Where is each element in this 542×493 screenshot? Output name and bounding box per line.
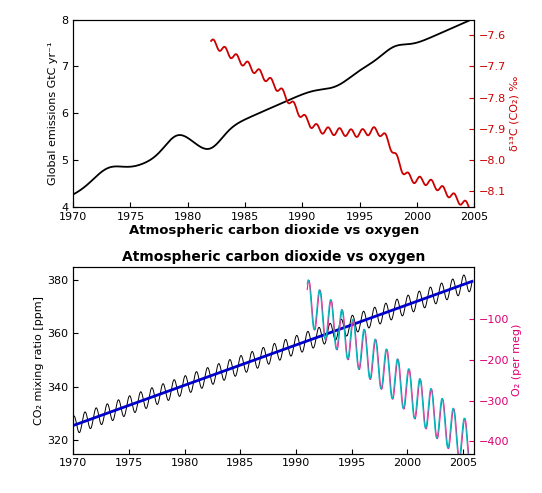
Title: Atmospheric carbon dioxide vs oxygen: Atmospheric carbon dioxide vs oxygen bbox=[122, 250, 425, 264]
Y-axis label: Global emissions GtC yr⁻¹: Global emissions GtC yr⁻¹ bbox=[48, 41, 59, 185]
X-axis label: Atmospheric carbon dioxide vs oxygen: Atmospheric carbon dioxide vs oxygen bbox=[128, 224, 419, 237]
Y-axis label: δ¹³C (CO₂) ‰: δ¹³C (CO₂) ‰ bbox=[509, 75, 519, 151]
Y-axis label: O₂ (per meg): O₂ (per meg) bbox=[512, 324, 522, 396]
Y-axis label: CO₂ mixing ratio [ppm]: CO₂ mixing ratio [ppm] bbox=[34, 296, 44, 424]
